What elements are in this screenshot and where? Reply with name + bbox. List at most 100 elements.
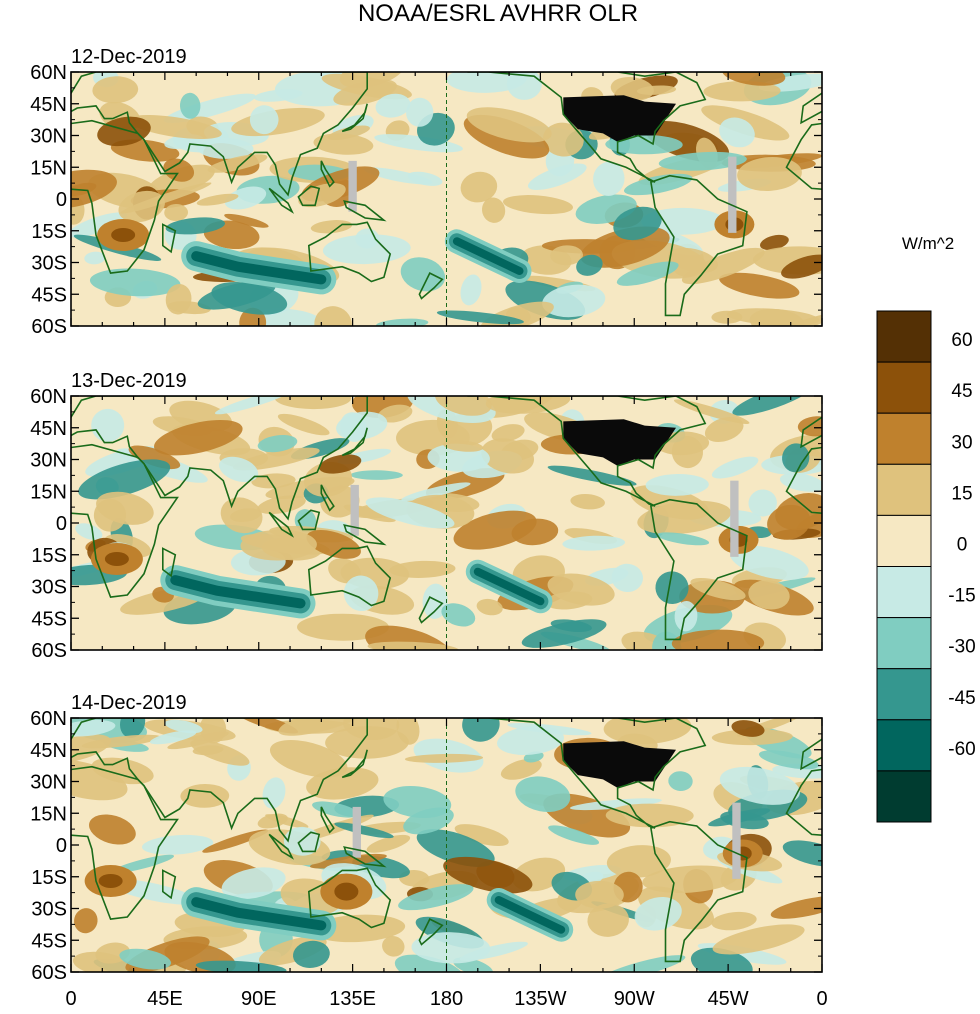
negative-anomaly (527, 163, 587, 190)
lat-label: 30N (30, 126, 67, 148)
negative-anomaly (547, 465, 637, 486)
lon-label: 180 (430, 988, 463, 1010)
negative-anomaly (406, 97, 434, 127)
colorbar-label: 30 (951, 432, 972, 453)
positive-anomaly (207, 154, 268, 173)
lat-label: 45S (31, 608, 67, 630)
positive-anomaly (334, 882, 359, 901)
coastline-africa (71, 443, 179, 598)
negative-anomaly (656, 532, 710, 546)
negative-anomaly (179, 92, 201, 119)
lat-label: 45S (31, 930, 67, 952)
coastline-australia (307, 221, 392, 283)
colorbar-label: -60 (948, 739, 975, 760)
missing-data-swath (352, 806, 361, 858)
negative-anomaly (91, 408, 125, 442)
coastline-eurasia-wrap (800, 91, 822, 125)
positive-anomaly (711, 729, 793, 746)
positive-anomaly (382, 936, 405, 957)
negative-anomaly (562, 535, 625, 551)
convergence-band (452, 237, 524, 275)
negative-anomaly (436, 310, 524, 325)
negative-anomaly (658, 151, 747, 171)
negative-anomaly (407, 171, 443, 186)
lat-label: 30S (31, 577, 67, 599)
lon-label: 45E (147, 988, 183, 1010)
positive-anomaly (575, 880, 624, 909)
negative-anomaly (196, 137, 254, 159)
positive-anomaly (277, 413, 330, 436)
map-panels: 12-Dec-201960N45N30N15N015S30S45S60S13-D… (30, 46, 823, 984)
positive-anomaly (722, 72, 786, 86)
negative-anomaly (441, 603, 476, 627)
positive-anomaly (737, 157, 802, 191)
coastline-eurasia (71, 396, 368, 521)
positive-anomaly (454, 824, 509, 847)
convergence-band (473, 567, 545, 606)
negative-anomaly (645, 473, 709, 496)
colorbar-swatch (876, 412, 932, 465)
positive-anomaly (711, 310, 743, 324)
positive-anomaly (770, 896, 822, 919)
lat-label: 15N (30, 157, 67, 179)
negative-anomaly (283, 826, 321, 856)
positive-anomaly (298, 183, 346, 208)
positive-anomaly (127, 114, 222, 140)
negative-anomaly (548, 825, 600, 845)
negative-anomaly (711, 456, 759, 479)
positive-anomaly (111, 227, 136, 242)
lon-label: 135E (329, 988, 376, 1010)
negative-anomaly (459, 941, 528, 961)
positive-anomaly (712, 924, 805, 955)
positive-anomaly (542, 122, 584, 157)
coastline-philippines (320, 806, 335, 834)
negative-anomaly (71, 212, 128, 238)
us-state-borders-mass (563, 741, 676, 788)
positive-anomaly (306, 529, 361, 559)
positive-anomaly (224, 213, 269, 228)
negative-anomaly (616, 261, 679, 286)
positive-anomaly (153, 419, 243, 456)
lat-label: 45N (30, 94, 67, 116)
positive-anomaly (580, 226, 670, 268)
negative-anomaly (719, 117, 755, 148)
negative-anomaly (515, 776, 571, 813)
positive-anomaly (570, 493, 605, 510)
positive-anomaly (610, 77, 654, 101)
colorbar-label: -30 (948, 637, 975, 658)
lat-label: 15N (30, 803, 67, 825)
colorbar-units: W/m^2 (902, 234, 954, 253)
lon-label: 0 (65, 988, 76, 1010)
negative-anomaly (611, 563, 643, 593)
coastline-australia (307, 545, 392, 607)
negative-anomaly (89, 268, 181, 297)
coastline-japan (341, 427, 368, 457)
coastline-borneo (297, 831, 321, 853)
negative-anomaly (365, 497, 455, 529)
positive-anomaly (202, 829, 269, 853)
positive-anomaly (269, 740, 348, 778)
colorbar-swatch (876, 719, 932, 772)
colorbar-swatch (876, 310, 932, 363)
lon-label: 0 (816, 988, 827, 1010)
coastline-madagascar (162, 869, 177, 900)
missing-data-swath (732, 802, 741, 879)
positive-anomaly (377, 404, 413, 423)
figure-title: NOAA/ESRL AVHRR OLR (358, 0, 638, 27)
negative-anomaly (732, 396, 816, 416)
coastline-africa (71, 119, 179, 274)
lon-label: 135W (514, 988, 566, 1010)
lat-label: 30N (30, 772, 67, 794)
coastline-philippines (320, 160, 335, 188)
colorbar-swatch (876, 361, 932, 414)
positive-anomaly (96, 491, 154, 525)
coastline-japan (341, 103, 368, 133)
positive-anomaly (748, 580, 790, 610)
negative-anomaly (149, 730, 197, 745)
positive-anomaly (466, 107, 552, 143)
positive-anomaly (545, 591, 593, 610)
coastline-philippines (320, 484, 335, 512)
positive-anomaly (110, 139, 180, 162)
positive-anomaly (319, 454, 362, 474)
colorbar-label: 0 (957, 535, 968, 556)
